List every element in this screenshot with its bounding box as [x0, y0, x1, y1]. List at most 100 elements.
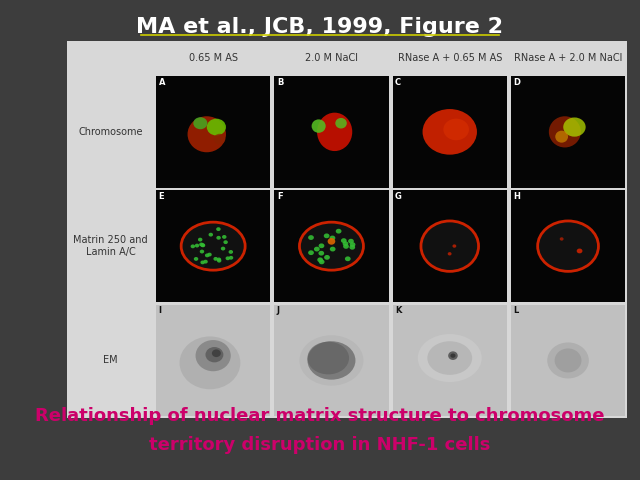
Ellipse shape	[213, 257, 218, 261]
Text: MA et al., JCB, 1999, Figure 2: MA et al., JCB, 1999, Figure 2	[136, 17, 504, 37]
Bar	[511, 76, 625, 188]
Ellipse shape	[308, 250, 314, 255]
Ellipse shape	[317, 113, 352, 151]
Text: G: G	[395, 192, 402, 201]
Ellipse shape	[200, 243, 205, 247]
Ellipse shape	[225, 256, 230, 260]
Text: C: C	[395, 78, 401, 86]
Ellipse shape	[221, 247, 225, 251]
Ellipse shape	[209, 233, 213, 237]
Ellipse shape	[217, 259, 221, 263]
Text: territory disruption in NHF-1 cells: territory disruption in NHF-1 cells	[149, 436, 491, 454]
Ellipse shape	[198, 238, 202, 241]
Text: EM: EM	[103, 356, 118, 365]
Ellipse shape	[330, 236, 335, 240]
Ellipse shape	[196, 340, 231, 371]
Ellipse shape	[341, 238, 347, 243]
Ellipse shape	[444, 119, 469, 140]
Ellipse shape	[330, 247, 335, 252]
Bar	[392, 305, 507, 416]
Ellipse shape	[194, 257, 198, 261]
Bar	[274, 76, 388, 188]
Ellipse shape	[428, 341, 472, 375]
Ellipse shape	[422, 109, 477, 155]
Ellipse shape	[308, 235, 314, 240]
Ellipse shape	[324, 255, 330, 260]
Ellipse shape	[214, 134, 225, 144]
Ellipse shape	[563, 118, 586, 137]
Ellipse shape	[207, 119, 226, 135]
Ellipse shape	[418, 334, 482, 382]
Text: I: I	[159, 306, 161, 315]
Ellipse shape	[228, 256, 233, 260]
Text: A: A	[159, 78, 165, 86]
Ellipse shape	[342, 241, 348, 246]
Text: Matrin 250 and
Lamin A/C: Matrin 250 and Lamin A/C	[74, 235, 148, 257]
Text: D: D	[513, 78, 520, 86]
Ellipse shape	[448, 252, 452, 255]
Text: B: B	[276, 78, 283, 86]
Bar	[392, 76, 507, 188]
Ellipse shape	[207, 252, 212, 256]
Ellipse shape	[216, 236, 221, 240]
Ellipse shape	[319, 243, 324, 248]
Text: 0.65 M AS: 0.65 M AS	[189, 53, 237, 63]
Bar	[511, 305, 625, 416]
Ellipse shape	[180, 336, 241, 389]
Text: E: E	[159, 192, 164, 201]
Ellipse shape	[181, 222, 245, 270]
Ellipse shape	[204, 260, 208, 264]
Ellipse shape	[348, 239, 354, 243]
Ellipse shape	[222, 235, 227, 239]
Ellipse shape	[223, 240, 228, 244]
Bar	[511, 191, 625, 302]
Ellipse shape	[349, 245, 355, 250]
Ellipse shape	[556, 131, 568, 143]
Ellipse shape	[195, 244, 199, 248]
Bar	[67, 41, 627, 418]
Ellipse shape	[555, 348, 582, 372]
Bar	[156, 191, 270, 302]
Ellipse shape	[201, 243, 205, 247]
Ellipse shape	[205, 253, 209, 257]
Ellipse shape	[349, 242, 355, 247]
Ellipse shape	[312, 120, 326, 133]
Text: Chromosome: Chromosome	[78, 127, 143, 137]
Text: RNase A + 0.65 M AS: RNase A + 0.65 M AS	[397, 53, 502, 63]
Bar	[156, 305, 270, 416]
Ellipse shape	[212, 349, 221, 357]
Text: J: J	[276, 306, 280, 315]
Bar	[274, 191, 388, 302]
Ellipse shape	[577, 249, 582, 253]
Ellipse shape	[452, 244, 456, 248]
Ellipse shape	[199, 242, 204, 246]
Ellipse shape	[540, 336, 596, 384]
Ellipse shape	[547, 342, 589, 378]
Ellipse shape	[216, 227, 221, 231]
Ellipse shape	[317, 257, 323, 262]
Ellipse shape	[228, 250, 233, 254]
Ellipse shape	[549, 116, 581, 147]
Ellipse shape	[560, 237, 564, 240]
Ellipse shape	[421, 221, 479, 271]
Ellipse shape	[319, 260, 324, 264]
Ellipse shape	[319, 251, 324, 256]
Text: Relationship of nuclear matrix structure to chromosome: Relationship of nuclear matrix structure…	[35, 407, 605, 425]
Text: H: H	[513, 192, 520, 201]
Ellipse shape	[307, 342, 349, 374]
Ellipse shape	[328, 238, 335, 245]
Ellipse shape	[314, 247, 320, 252]
Ellipse shape	[335, 118, 347, 129]
Ellipse shape	[324, 233, 330, 238]
Ellipse shape	[200, 261, 205, 264]
Text: K: K	[395, 306, 401, 315]
Bar	[274, 305, 388, 416]
Text: F: F	[276, 192, 282, 201]
Ellipse shape	[343, 244, 349, 249]
Ellipse shape	[538, 221, 598, 271]
Ellipse shape	[200, 250, 204, 253]
Ellipse shape	[345, 256, 351, 261]
Ellipse shape	[188, 116, 226, 152]
Ellipse shape	[300, 335, 364, 385]
Ellipse shape	[217, 258, 221, 262]
